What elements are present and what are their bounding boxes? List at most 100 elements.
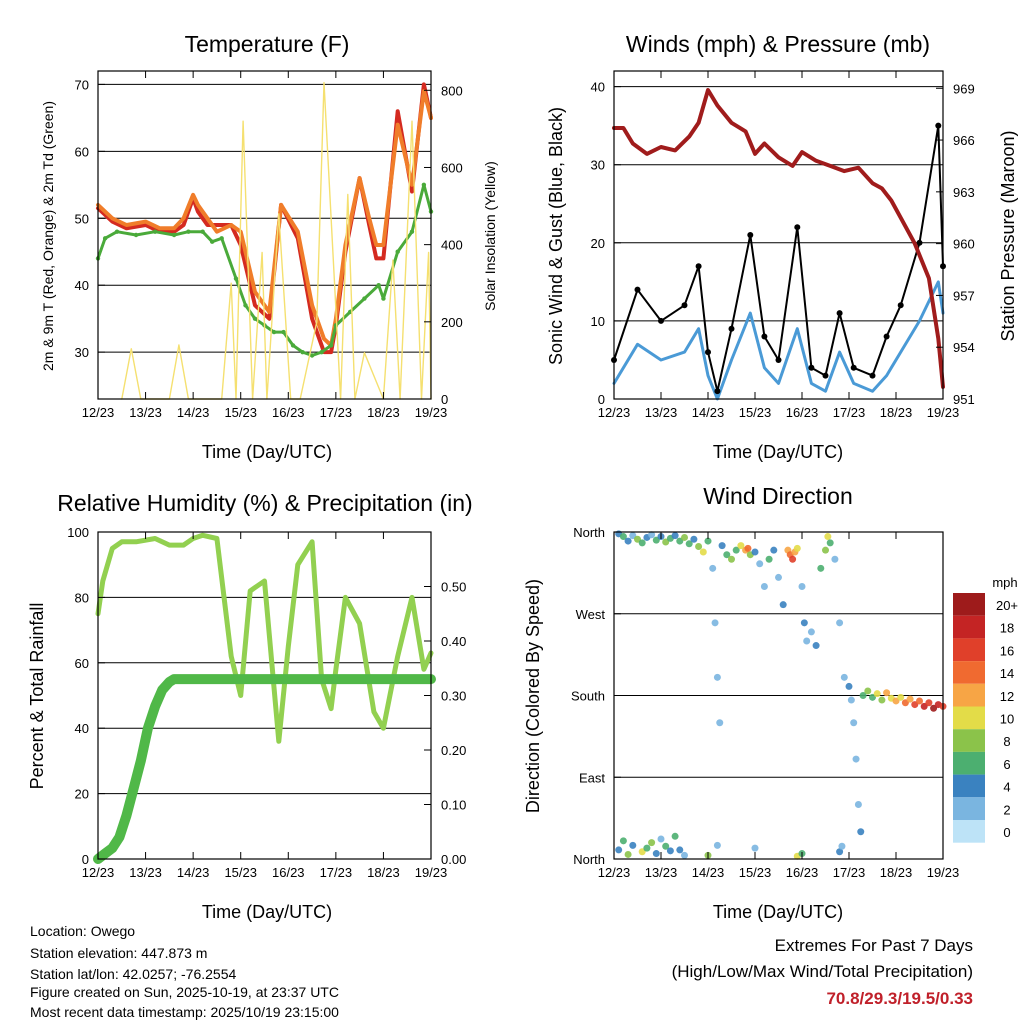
x-tick-label: 14/23 (177, 405, 210, 420)
data-point (657, 835, 665, 843)
series-line (95, 532, 434, 744)
y2-tick-label: 960 (953, 237, 975, 252)
temperature-title: Temperature (F) (185, 31, 350, 57)
data-point (883, 333, 890, 340)
x-tick-label: 12/23 (82, 405, 115, 420)
series-line (612, 280, 945, 401)
legend-label: 0 (1003, 825, 1010, 840)
data-point (615, 846, 623, 854)
data-point (252, 316, 258, 321)
data-point (798, 583, 806, 590)
data-point (200, 229, 205, 234)
x-tick-label: 12/23 (82, 865, 115, 880)
data-point (666, 847, 674, 855)
legend-label: 2 (1003, 802, 1010, 817)
data-point (328, 343, 334, 348)
data-point (271, 329, 277, 335)
y-tick-label: North (573, 852, 605, 867)
humidity-ylabel: Percent & Total Rainfall (27, 603, 47, 790)
x-tick-label: 16/23 (272, 405, 305, 420)
data-point (812, 642, 820, 650)
legend-title: mph (992, 575, 1017, 590)
data-point (850, 719, 858, 727)
data-point (209, 239, 215, 244)
x-tick-label: 15/23 (739, 865, 772, 880)
data-point (883, 689, 891, 697)
data-point (376, 283, 381, 288)
y-tick-label: 0 (598, 392, 605, 407)
x-tick-label: 15/23 (739, 405, 772, 420)
y2-tick-label: 0.40 (441, 634, 466, 649)
data-point (822, 372, 829, 379)
data-point (775, 356, 782, 363)
y2-tick-label: 969 (953, 81, 975, 96)
data-point (713, 841, 721, 849)
y2-tick-label: 0.30 (441, 689, 466, 704)
y-tick-label: 100 (67, 525, 89, 540)
data-point (634, 286, 641, 293)
y-tick-label: 40 (591, 80, 605, 95)
data-point (779, 601, 787, 609)
x-tick-label: 17/23 (833, 405, 866, 420)
info-location: Location: Owego (30, 923, 135, 939)
y-tick-label: 70 (75, 77, 89, 92)
x-tick-label: 14/23 (692, 865, 725, 880)
temperature-panel: Temperature (F) Time (Day/UTC) 2m & 9m T… (40, 31, 498, 462)
y2-tick-label: 951 (953, 392, 975, 407)
x-tick-label: 18/23 (367, 405, 400, 420)
data-point (648, 839, 656, 847)
data-point (744, 544, 752, 552)
data-point (133, 232, 139, 238)
direction-plot: 12/23 13/23 14/23 15/23 16/23 17/23 18/23 19/23… (571, 525, 959, 880)
extremes-heading: Extremes For Past 7 Days (775, 936, 973, 955)
data-point (840, 673, 848, 681)
data-point (935, 122, 942, 129)
humidity-panel: Relative Humidity (%) & Precipitation (i… (27, 490, 473, 922)
data-point (699, 548, 707, 556)
data-point (671, 532, 679, 540)
winds-panel: Winds (mph) & Pressure (mb) Time (Day/UT… (546, 31, 1018, 462)
data-point (845, 682, 853, 690)
y-tick-label: 0 (82, 852, 89, 867)
data-point (864, 687, 872, 695)
x-tick-label: 12/23 (598, 865, 631, 880)
info-timestamp: Most recent data timestamp: 2025/10/19 2… (30, 1004, 339, 1020)
data-point (794, 224, 801, 231)
data-point (817, 564, 825, 572)
data-point (681, 302, 688, 309)
x-tick-label: 13/23 (645, 865, 678, 880)
x-tick-label: 13/23 (129, 865, 162, 880)
data-point (695, 543, 703, 551)
data-point (723, 551, 731, 559)
data-point (728, 555, 735, 563)
data-point (836, 619, 844, 627)
x-tick-label: 17/23 (833, 865, 866, 880)
data-point (421, 182, 427, 187)
direction-panel: Wind Direction Time (Day/UTC) Direction … (523, 483, 1018, 922)
data-point (822, 546, 829, 554)
data-point (751, 844, 759, 852)
temperature-plot: 12/23 13/23 14/23 15/23 16/23 17/23 18/23 19/23… (75, 70, 463, 420)
data-point (756, 560, 764, 568)
x-tick-label: 19/23 (415, 405, 448, 420)
x-tick-label: 18/23 (880, 865, 913, 880)
legend-label: 4 (1003, 780, 1010, 795)
legend-swatch (953, 729, 985, 752)
temperature-y2label: Solar Insolation (Yellow) (482, 161, 498, 311)
humidity-title: Relative Humidity (%) & Precipitation (i… (57, 490, 472, 516)
data-point (836, 310, 843, 317)
y2-tick-label: 957 (953, 288, 975, 303)
data-point (638, 539, 646, 547)
data-point (789, 555, 797, 563)
y-tick-label: 60 (75, 656, 89, 671)
data-point (219, 236, 224, 241)
legend-swatch (953, 774, 985, 798)
y-tick-label: 40 (75, 278, 89, 293)
x-tick-label: 14/23 (692, 405, 725, 420)
data-point (847, 696, 855, 704)
x-tick-label: 18/23 (880, 405, 913, 420)
data-point (671, 832, 679, 840)
data-point (859, 692, 867, 699)
data-point (836, 848, 844, 856)
data-point (897, 693, 905, 701)
